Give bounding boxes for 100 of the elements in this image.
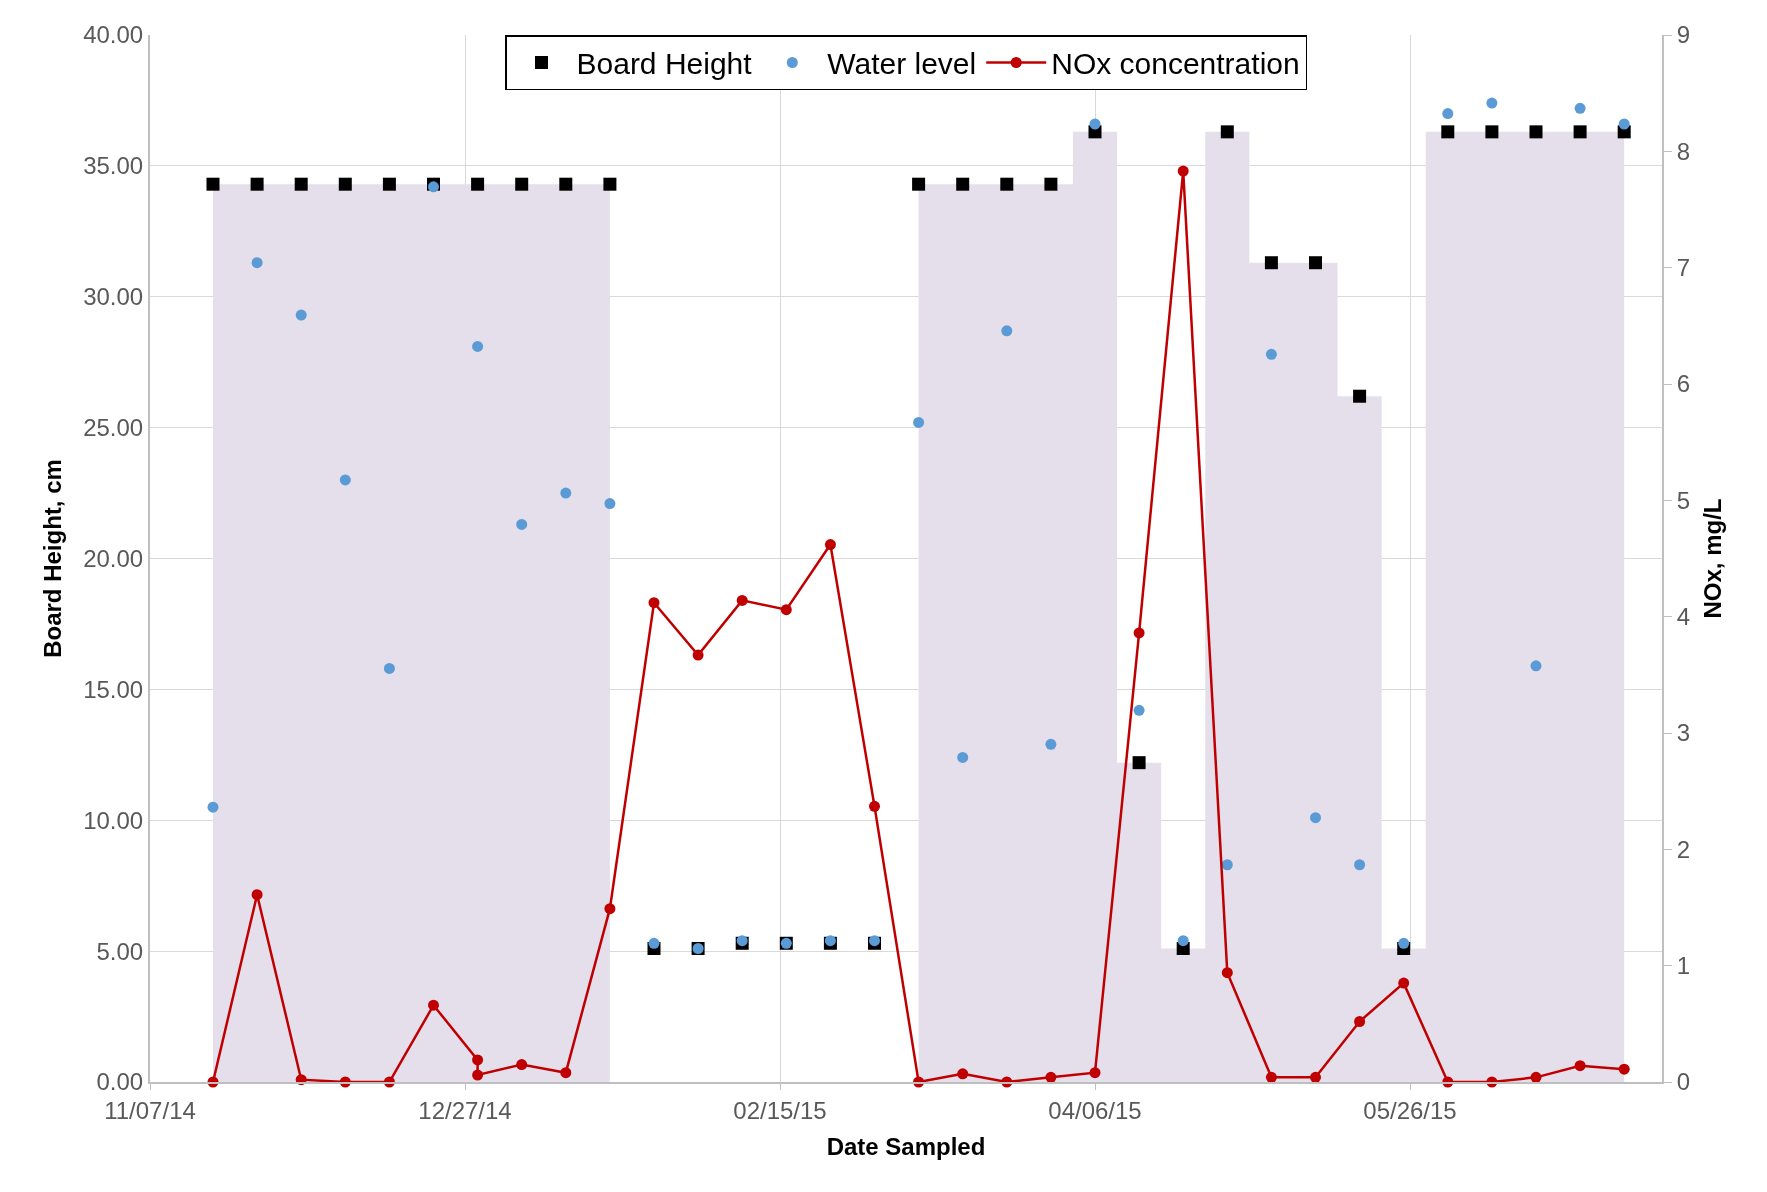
legend-label: Board Height: [576, 47, 753, 81]
point: [339, 474, 351, 486]
point: [1310, 1071, 1321, 1083]
point: [471, 177, 485, 191]
point: [1001, 325, 1013, 337]
legend-label: NOx concentration: [1051, 47, 1300, 81]
point: [515, 177, 529, 191]
point: [1177, 165, 1189, 177]
point: [869, 800, 880, 812]
point: [294, 177, 308, 191]
y-tick-label: 15.00: [83, 675, 144, 703]
y-axis-title: Board Height, cm: [38, 459, 66, 658]
point: [1310, 812, 1321, 824]
point: [1530, 1071, 1542, 1083]
point: [957, 1068, 969, 1080]
x-axis-title: Date Sampled: [826, 1132, 986, 1160]
y2-tick-label: 3: [1676, 719, 1691, 747]
y-tick-label: 20.00: [83, 544, 144, 572]
point: [251, 257, 263, 269]
y2-tick-label: 5: [1676, 486, 1691, 514]
point: [648, 937, 660, 949]
y2-tick-label: 2: [1676, 835, 1691, 863]
point: [206, 177, 220, 191]
point: [516, 518, 528, 530]
point: [1000, 177, 1014, 191]
point: [516, 1059, 528, 1071]
point: [1133, 627, 1145, 639]
point: [1574, 1060, 1586, 1072]
point: [1177, 935, 1189, 947]
point: [1132, 756, 1146, 770]
point: [648, 597, 660, 609]
point: [1089, 118, 1101, 130]
point: [560, 1067, 572, 1079]
point: [1618, 1063, 1630, 1075]
point: [1486, 97, 1498, 109]
y-tick-label: 30.00: [83, 283, 144, 311]
point: [1045, 738, 1057, 750]
point: [428, 999, 439, 1011]
y-tick-label: 40.00: [83, 21, 144, 49]
x-tick-label: 05/26/15: [1363, 1096, 1457, 1124]
point: [1574, 102, 1586, 114]
point: [1220, 125, 1234, 139]
point: [1354, 1016, 1366, 1028]
point: [1441, 125, 1455, 139]
point: [824, 539, 836, 551]
point: [1398, 937, 1410, 949]
point: [780, 604, 792, 616]
point: [207, 801, 219, 813]
y-tick-label: 5.00: [96, 937, 144, 965]
y-tick-label: 25.00: [83, 414, 144, 442]
point: [1264, 256, 1278, 270]
x-tick-label: 02/15/15: [733, 1096, 827, 1124]
point: [736, 594, 748, 606]
point: [1485, 125, 1499, 139]
point: [251, 889, 263, 901]
point: [957, 751, 969, 763]
y-tick-label: 35.00: [83, 152, 144, 180]
y2-axis-title: NOx, mg/L: [1698, 498, 1726, 619]
point: [1089, 1067, 1101, 1079]
point: [472, 340, 484, 352]
point: [428, 181, 439, 193]
point: [1221, 967, 1233, 979]
point: [559, 177, 573, 191]
y-tick-label: 0.00: [96, 1068, 144, 1096]
point: [1044, 177, 1058, 191]
point: [1573, 125, 1587, 139]
y2-tick-label: 0: [1676, 1068, 1691, 1096]
point: [250, 177, 264, 191]
point: [1265, 348, 1277, 360]
y2-tick-label: 1: [1676, 952, 1691, 980]
point: [913, 416, 925, 428]
point: [1442, 108, 1454, 120]
y2-tick-label: 8: [1676, 137, 1691, 165]
point: [338, 177, 352, 191]
x-tick-label: 12/27/14: [418, 1096, 512, 1124]
point: [956, 177, 970, 191]
point: [560, 487, 572, 499]
point: [382, 177, 396, 191]
x-tick-label: 04/06/15: [1048, 1096, 1142, 1124]
legend-label: Water level: [827, 47, 977, 81]
point: [912, 177, 926, 191]
point: [1353, 389, 1367, 403]
point: [1133, 704, 1145, 716]
point: [472, 1054, 484, 1066]
point: [1398, 977, 1410, 989]
point: [1045, 1071, 1057, 1083]
y2-tick-label: 4: [1676, 603, 1691, 631]
point: [1529, 125, 1543, 139]
y2-tick-label: 9: [1676, 21, 1691, 49]
point: [1618, 118, 1630, 130]
point: [1530, 660, 1542, 672]
point: [295, 309, 307, 321]
point: [692, 649, 704, 661]
point: [604, 903, 616, 915]
point: [472, 1069, 484, 1081]
y2-tick-label: 6: [1676, 370, 1691, 398]
point: [604, 498, 616, 510]
y-tick-label: 10.00: [83, 806, 144, 834]
point: [383, 662, 395, 674]
point: [1265, 1071, 1277, 1083]
